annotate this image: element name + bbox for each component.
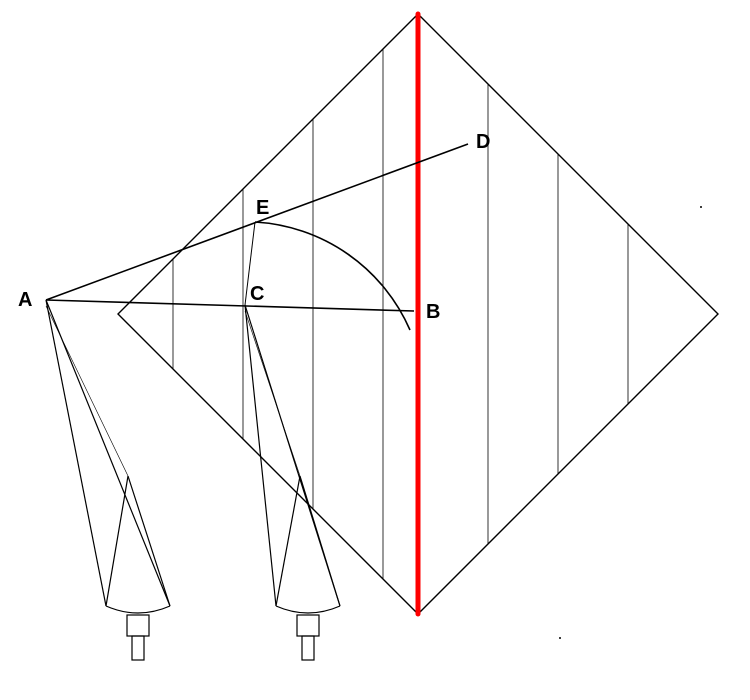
label-D: D [476,131,490,153]
stray-dot [559,637,561,639]
stray-dot [700,206,702,208]
canvas-bg [0,0,750,700]
label-C: C [250,283,264,305]
label-E: E [256,197,269,219]
label-B: B [426,301,440,323]
label-A: A [18,289,32,311]
